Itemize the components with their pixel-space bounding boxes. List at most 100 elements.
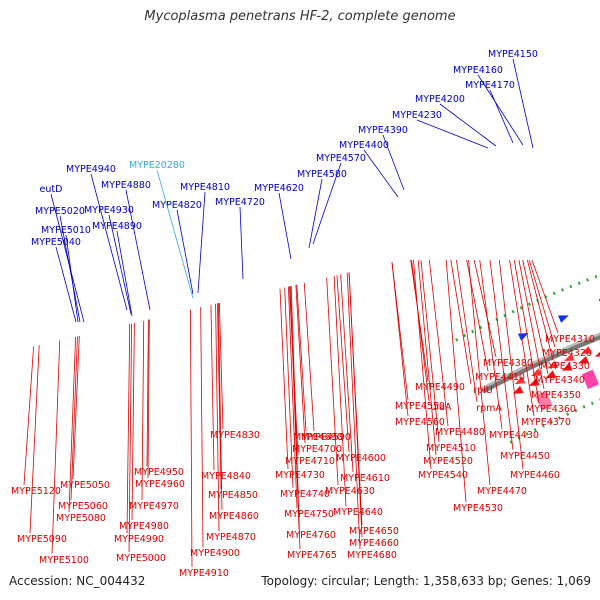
reverse-leader-line [24,347,34,485]
outer-tick-ring [456,197,600,340]
reverse-gene-label: MYPE4590 [301,432,351,443]
reverse-gene-label: MYPE4950 [134,467,184,478]
forward-gene-label: MYPE4820 [152,200,202,211]
page-title: Mycoplasma penetrans HF-2, complete geno… [0,9,600,24]
forward-leader-line [177,210,193,294]
genome-map: 540 kbp550 kbp560 kbp570 kbp580 kbp590 k… [0,0,600,600]
reverse-gene-label: MYPE4540 [418,470,468,481]
forward-leader-line [490,90,513,143]
reverse-gene-label: MYPE4980 [119,521,169,532]
reverse-leader-line [456,260,477,402]
forward-leader-line [240,207,243,279]
reverse-leader-line [413,260,431,469]
forward-gene-label: MYPE4940 [66,164,116,175]
forward-gene-label: MYPE4620 [254,183,304,194]
reverse-leader-line [334,276,346,506]
forward-gene-label: MYPE4930 [84,205,134,216]
reverse-leader-line [349,272,362,537]
reverse-gene-label: MYPE5060 [58,501,108,512]
reverse-gene-label: MYPE4870 [206,532,256,543]
reverse-leader-line [190,310,192,567]
forward-leader-line [364,150,398,197]
reverse-gene-label: MYPE4460 [510,470,560,481]
forward-leader-line [417,120,488,148]
reverse-gene-label: MYPE4660 [349,538,399,549]
forward-gene-label: MYPE4390 [358,125,408,136]
reverse-gene-label: MYPE4510 [426,443,476,454]
reverse-leader-line [132,323,134,520]
forward-gene-label: MYPE4570 [316,153,366,164]
forward-gene-label: MYPE4400 [339,140,389,151]
reverse-leader-line [297,285,306,431]
forward-gene-label: MYPE4230 [392,110,442,121]
forward-leader-line [66,235,78,322]
reverse-leader-line [73,336,79,479]
reverse-gene-label: MYPE5090 [17,534,67,545]
reverse-leader-line [474,260,496,357]
reverse-gene-label: MYPE4430 [489,430,539,441]
reverse-gene-label: MYPE4610 [340,473,390,484]
forward-gene-label: MYPE4880 [101,180,151,191]
accession-text: Accession: NC_004432 [9,574,145,588]
reverse-gene-label: MYPE4760 [286,530,336,541]
reverse-gene-label: MYPE4730 [275,470,325,481]
reverse-gene-label: MYPE4700 [292,444,342,455]
reverse-gene-label: MYPE4370 [521,417,571,428]
forward-gene-arrow [558,312,570,323]
reverse-gene-label: MYPE4740 [280,489,330,500]
reverse-gene-label: MYPE5050 [60,480,110,491]
reverse-leader-line [201,307,203,547]
reverse-gene-label: MYPE4490 [415,382,465,393]
reverse-leader-line [280,289,288,469]
forward-gene-label: MYPE4200 [415,94,465,105]
reverse-gene-label: MYPE4530 [453,503,503,514]
reverse-gene-label: MYPE5080 [56,513,106,524]
forward-gene-label: MYPE4150 [488,49,538,60]
reverse-gene-label: MYPE4990 [114,534,164,545]
forward-gene-label: MYPE5010 [41,225,91,236]
reverse-gene-label: MYPE5100 [39,555,89,566]
forward-gene-label: MYPE5040 [31,237,81,248]
reverse-gene-label: MYPE5120 [11,486,61,497]
reverse-gene-arrow [593,349,600,360]
forward-gene-label: MYPE4580 [297,169,347,180]
reverse-gene-label: MYPE4380 [483,358,533,369]
forward-gene-label: MYPE4720 [215,197,265,208]
reverse-gene-label: MYPE4860 [209,511,259,522]
reverse-gene-label: MYPE4410 [475,372,525,383]
forward-gene-label: MYPE4160 [453,65,503,76]
reverse-gene-label: MYPE4750 [284,509,334,520]
genome-summary: Topology: circular; Length: 1,358,633 bp… [261,574,591,588]
reverse-gene-label: MYPE4970 [129,501,179,512]
reverse-leader-line [527,260,553,360]
reverse-leader-line [71,336,77,500]
forward-leader-line [279,193,291,259]
forward-leader-line [117,231,132,316]
reverse-gene-label: MYPE5000 [116,553,166,564]
forward-gene-arrow [518,329,530,340]
reverse-gene-label: MYPE4550 [395,401,445,412]
reverse-gene-label: MYPE4710 [285,456,335,467]
reverse-gene-label: MYPE4450 [500,451,550,462]
forward-gene-label: MYPE4170 [465,80,515,91]
reverse-gene-label: MYPE4900 [190,548,240,559]
reverse-leader-line [211,305,214,470]
reverse-leader-line [296,285,305,443]
reverse-gene-label: MYPE4630 [325,486,375,497]
reverse-gene-label: MYPE4650 [349,526,399,537]
forward-gene-label: MYPE5020 [35,206,85,217]
reverse-leader-line [392,262,408,416]
reverse-gene-label: MYPE4910 [179,568,229,579]
reverse-leader-line [523,260,548,374]
reverse-leader-line [532,260,558,333]
forward-leader-line [91,174,127,310]
reverse-gene-label: MYPE4470 [477,486,527,497]
reverse-leader-line [490,260,513,450]
forward-gene-label: MYPE4890 [92,221,142,232]
forward-gene-label: MYPE4810 [180,182,230,193]
forward-gene-label: eutD [40,184,63,195]
reverse-gene-label: MYPE4850 [208,490,258,501]
reverse-gene-arrow [511,386,524,398]
forward-gene-label: MYPE20280 [129,160,185,171]
reverse-gene-label: MYPE4765 [287,550,337,561]
